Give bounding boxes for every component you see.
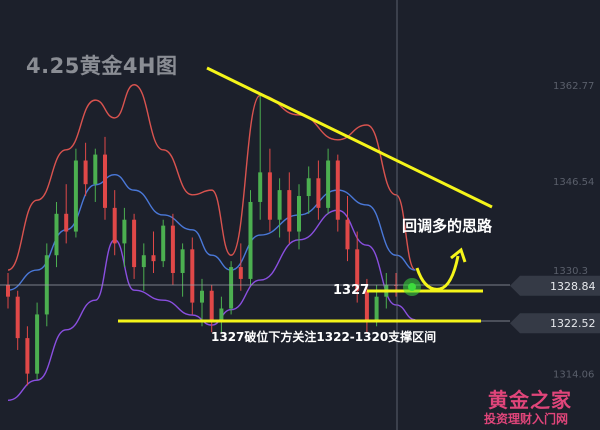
candle: [73, 148, 78, 238]
candle: [103, 136, 107, 220]
candle: [345, 196, 350, 262]
candle: [6, 272, 10, 309]
y-tick-label: 1330.3: [553, 266, 588, 277]
candle: [267, 148, 272, 232]
candle: [209, 284, 214, 333]
chart-title: 4.25黄金4H图: [26, 54, 178, 78]
candle: [238, 243, 243, 291]
candle: [132, 213, 137, 279]
candle: [141, 243, 146, 291]
bounce-arrow-icon: [415, 255, 460, 291]
candle: [15, 290, 20, 350]
candle: [277, 178, 282, 238]
resistance-trendline: [206, 66, 493, 209]
candle: [287, 172, 292, 244]
candle: [93, 148, 98, 202]
candle: [306, 166, 311, 214]
candle: [355, 231, 360, 303]
candle: [122, 207, 127, 268]
watermark-subtitle: 投资理财入门网: [484, 412, 569, 426]
arrow-head-icon: [450, 247, 467, 263]
candle: [161, 219, 166, 268]
y-tick-label: 1346.54: [553, 177, 594, 188]
candle: [190, 237, 195, 315]
price-tag: 1328.84: [510, 275, 600, 296]
candle: [83, 142, 88, 197]
candle: [219, 296, 224, 333]
candle: [335, 154, 340, 232]
candle: [180, 243, 185, 297]
candle: [151, 231, 156, 273]
candle: [258, 95, 263, 220]
price-tag-label: 1322.52: [550, 317, 596, 330]
current-price-dot: [408, 283, 416, 291]
candle: [229, 261, 234, 315]
candle: [170, 213, 175, 285]
y-tick-label: 1314.06: [553, 369, 594, 380]
price-tag-label: 1328.84: [550, 280, 596, 293]
y-tick-label: 1362.77: [553, 81, 594, 92]
level-1327-label: 1327: [333, 283, 370, 298]
candle: [297, 184, 301, 250]
candle: [200, 278, 204, 327]
upper-band-line: [7, 84, 417, 271]
candle: [54, 201, 59, 268]
candle: [364, 278, 369, 333]
candle: [35, 302, 40, 380]
candle: [25, 326, 30, 386]
strategy-note: 回调多的思路: [402, 217, 493, 235]
candle: [112, 190, 117, 256]
watermark-logo: 黄金之家: [488, 388, 572, 412]
candle: [64, 184, 69, 244]
middle-band-line: [7, 174, 416, 291]
price-tag: 1322.52: [510, 313, 600, 334]
support-note: 1327破位下方关注1322-1320支撑区间: [211, 330, 437, 344]
candle: [248, 190, 253, 285]
candle: [326, 148, 331, 214]
candle: [316, 160, 321, 220]
